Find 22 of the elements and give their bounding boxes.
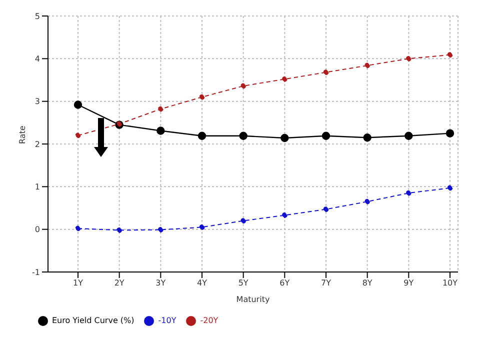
- x-tick-label: 3Y: [156, 278, 166, 288]
- legend-label: -10Y: [158, 316, 176, 326]
- y-tick-label: 5: [34, 12, 40, 21]
- y-axis-title: Rate: [18, 126, 27, 144]
- x-tick-label: 7Y: [321, 278, 332, 288]
- x-tick-label: 2Y: [114, 278, 124, 288]
- x-tick-label: 4Y: [197, 278, 208, 288]
- y-tick-label: 2: [34, 140, 40, 149]
- x-axis-title: Maturity: [236, 295, 270, 304]
- y-tick-label: 3: [34, 97, 40, 106]
- y-tick-label: 1: [34, 182, 40, 192]
- legend-label: -20Y: [200, 316, 218, 326]
- x-tick-label: 5Y: [238, 278, 248, 288]
- y-tick-label: 0: [34, 225, 40, 234]
- y-tick-label: -1: [32, 268, 40, 277]
- legend-label: Euro Yield Curve (%): [52, 316, 134, 326]
- x-tick-label: 8Y: [362, 278, 372, 288]
- x-tick-label: 6Y: [280, 278, 290, 288]
- y-tick-label: 4: [34, 54, 40, 64]
- x-tick-label: 9Y: [404, 278, 414, 288]
- x-tick-label: 10Y: [442, 278, 458, 288]
- x-tick-label: 1Y: [73, 278, 84, 288]
